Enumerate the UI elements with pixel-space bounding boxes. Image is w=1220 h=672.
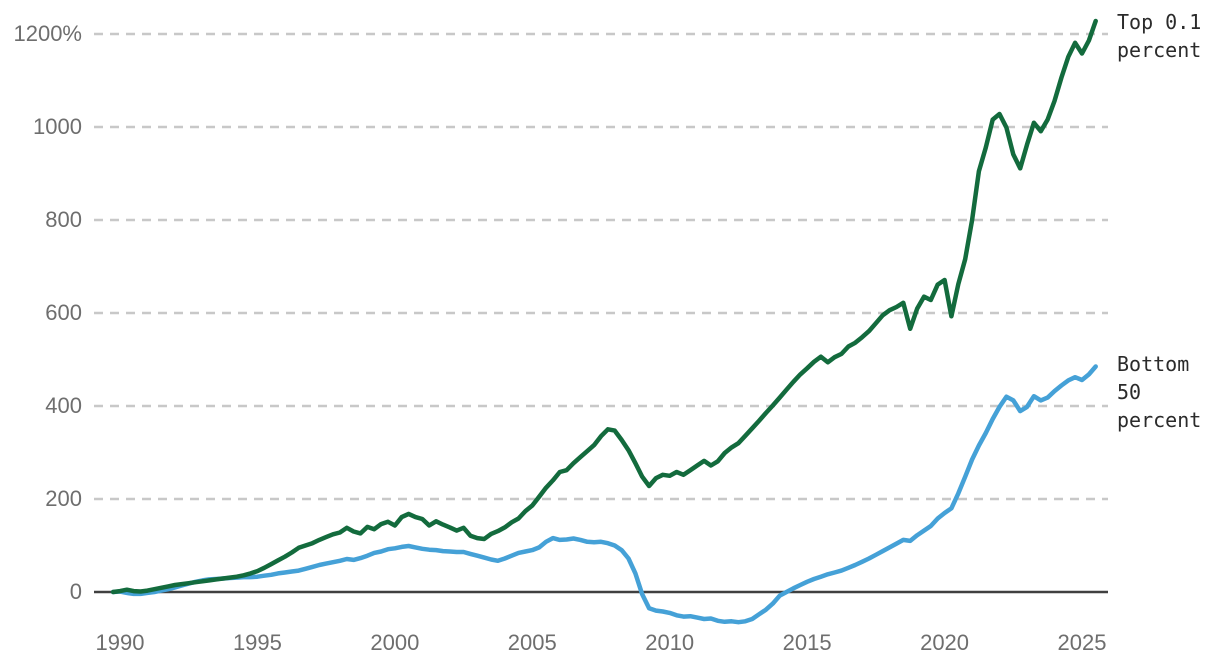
- x-axis-tick-label: 2025: [1057, 630, 1107, 655]
- x-axis-tick-label: 2005: [507, 630, 557, 655]
- x-axis-tick-label: 2000: [370, 630, 420, 655]
- y-axis-tick-label: 1000: [33, 114, 82, 139]
- x-axis-tick-label: 1990: [95, 630, 145, 655]
- series-label-line: percent: [1117, 38, 1202, 62]
- series-line-bottom-50-percent: [110, 364, 1098, 625]
- series-label-line: 50: [1117, 380, 1142, 404]
- y-axis-tick-label: 0: [69, 579, 82, 604]
- x-axis-tick-label: 1995: [232, 630, 282, 655]
- y-axis-tick-label: 1200%: [13, 21, 82, 46]
- series-label-line: percent: [1117, 408, 1202, 432]
- x-axis-tick-label: 2020: [920, 630, 970, 655]
- series-label-top-0-1-percent: Top 0.1 percent: [1117, 8, 1201, 64]
- series-label-bottom-50-percent: Bottom 50 percent: [1117, 350, 1201, 434]
- gridlines: [94, 32, 1108, 594]
- series-line-top-0-1-percent: [110, 18, 1098, 595]
- series-label-line: Top 0.1: [1117, 10, 1202, 34]
- y-axis-tick-label: 600: [45, 300, 82, 325]
- series-label-line: Bottom: [1117, 352, 1190, 376]
- y-axis-tick-label: 200: [45, 486, 82, 511]
- x-axis-tick-label: 2015: [782, 630, 832, 655]
- y-axis-tick-label: 800: [45, 207, 82, 232]
- y-axis-tick-label: 400: [45, 393, 82, 418]
- series-lines: [110, 18, 1098, 625]
- x-axis-tick-label: 2010: [645, 630, 695, 655]
